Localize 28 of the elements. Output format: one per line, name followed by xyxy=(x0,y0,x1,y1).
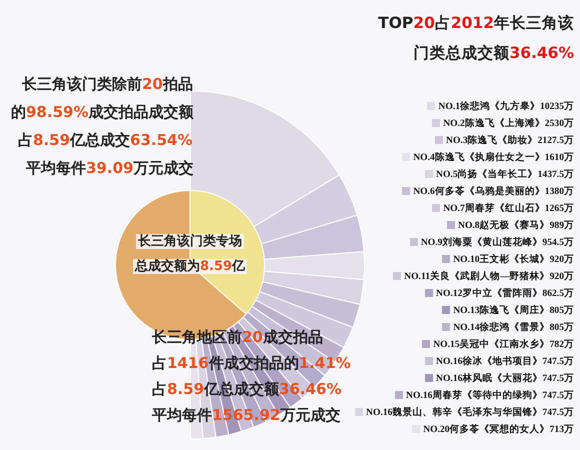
text: 长三角该门类专场 xyxy=(136,234,244,250)
text: 长三角该门类除前20拍品 xyxy=(21,74,194,92)
text: 平均每件1565.92万元成交 xyxy=(151,406,342,424)
legend-label: NO.3陈逸飞《助妆》2127.5万 xyxy=(446,135,574,146)
legend-label: NO.16周春芽《等待中的绿狗》747.5万 xyxy=(406,390,574,401)
legend-label: NO.9刘海粟《黄山莲花峰》954.5万 xyxy=(420,237,574,248)
text: 平均每件39.09万元成交 xyxy=(25,158,194,176)
text: 的98.59%成交拍品成交额 xyxy=(10,102,194,120)
chart-title: TOP20占2012年长三角该门类总成交额36.46% xyxy=(377,13,574,64)
legend-label: NO.10王文彬《长城》920万 xyxy=(453,254,574,265)
text: 总成交额为8.59亿 xyxy=(133,258,248,274)
legend-label: NO.1徐悲鸿《九方皋》10235万 xyxy=(438,101,574,112)
legend-label: NO.13陈逸飞《周庄》805万 xyxy=(453,305,574,316)
legend-label: NO.8赵无极《赛马》989万 xyxy=(458,220,574,231)
legend-label: NO.16徐冰《地书项目》747.5万 xyxy=(436,356,574,367)
legend-label: NO.12罗中立《雷阵雨》862.5万 xyxy=(436,288,574,299)
legend-label: NO.15吴冠中《江南水乡》782万 xyxy=(433,339,574,350)
legend-label: NO.6何多苓《乌鸦是美丽的》1380万 xyxy=(413,186,574,197)
legend-label: NO.14徐悲鸿《雪景》805万 xyxy=(453,322,574,333)
legend-label: NO.4陈逸飞《执扇仕女之一》1610万 xyxy=(413,152,574,163)
legend-label: NO.5尚扬《当年长工》1437.5万 xyxy=(436,169,574,180)
legend-label: NO.16林风眠《大丽花》747.5万 xyxy=(436,373,574,384)
legend-label: NO.20何多苓《冥想的女人》713万 xyxy=(423,424,574,435)
legend-label: NO.16魏景山、韩辛《毛泽东与华国锋》747.5万 xyxy=(366,407,574,418)
legend-label: NO.11关良《武剧人物—野猪林》920万 xyxy=(404,271,574,282)
text: 占8.59亿总成交63.54% xyxy=(17,130,194,148)
legend-label: NO.2陈逸飞《上海滩》2530万 xyxy=(443,118,574,129)
legend-label: NO.7周春芽《红山石》1265万 xyxy=(443,203,574,214)
